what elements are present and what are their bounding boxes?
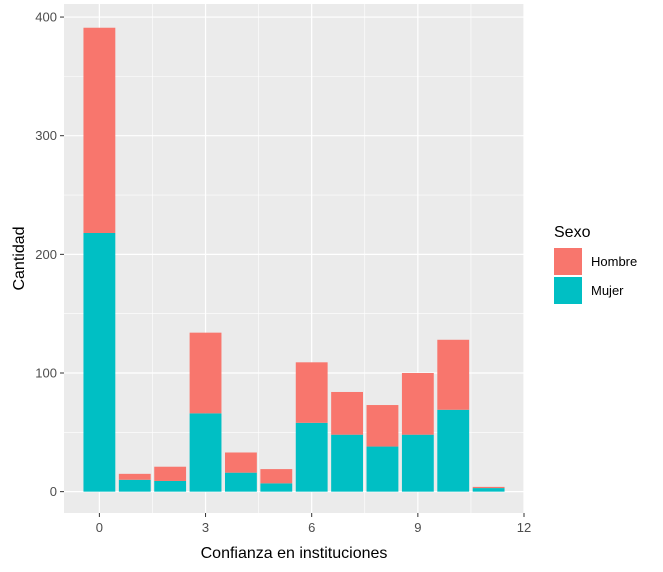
bar-mujer [437, 409, 470, 492]
legend: Sexo Hombre Mujer [554, 224, 637, 304]
bar-hombre [401, 372, 434, 435]
bar-mujer [83, 232, 116, 492]
bar-hombre [366, 405, 399, 447]
bar-mujer [472, 488, 505, 492]
legend-title: Sexo [554, 224, 591, 241]
y-tick-label: 100 [35, 365, 57, 380]
bar-mujer [225, 472, 257, 492]
bar-hombre [437, 339, 470, 410]
bar-mujer [154, 480, 187, 492]
bar-hombre [189, 332, 222, 414]
bar-mujer [260, 483, 293, 492]
axes: 0 100 200 300 400 0 3 6 9 12 [35, 10, 531, 535]
bar-mujer [118, 479, 151, 492]
bar-mujer [366, 446, 399, 492]
x-tick-label: 9 [414, 520, 421, 535]
bar-hombre [260, 469, 293, 484]
x-tick-label: 3 [202, 520, 209, 535]
y-tick-label: 300 [35, 128, 57, 143]
legend-label-mujer: Mujer [591, 283, 624, 298]
bar-mujer [401, 434, 434, 492]
legend-key-hombre [554, 248, 582, 275]
legend-label-hombre: Hombre [591, 254, 637, 269]
bar-mujer [295, 422, 328, 492]
bar-hombre [83, 27, 116, 233]
x-tick-label: 6 [308, 520, 315, 535]
bar-hombre [331, 391, 363, 435]
y-tick-label: 400 [35, 10, 57, 25]
x-tick-label: 12 [517, 520, 531, 535]
minor-gridlines [64, 4, 524, 513]
y-tick-label: 0 [50, 484, 57, 499]
bar-hombre [154, 466, 187, 481]
bar-hombre [472, 486, 505, 489]
bar-hombre [118, 473, 151, 480]
bars [83, 27, 505, 492]
bar-hombre [225, 452, 257, 473]
y-axis-title: Cantidad [11, 226, 28, 290]
legend-key-mujer [554, 277, 582, 304]
bar-mujer [189, 413, 222, 492]
bar-hombre [295, 362, 328, 423]
x-tick-label: 0 [96, 520, 103, 535]
x-axis-title: Confianza en instituciones [201, 545, 388, 562]
y-tick-label: 200 [35, 247, 57, 262]
bar-mujer [331, 434, 363, 492]
